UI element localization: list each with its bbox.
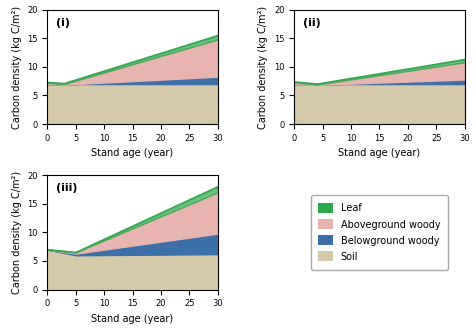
Y-axis label: Carbon density (kg C/m²): Carbon density (kg C/m²) — [258, 5, 268, 129]
Legend: Leaf, Aboveground woody, Belowground woody, Soil: Leaf, Aboveground woody, Belowground woo… — [310, 195, 448, 269]
X-axis label: Stand age (year): Stand age (year) — [338, 148, 420, 158]
Text: (ii): (ii) — [303, 18, 320, 28]
Text: (i): (i) — [56, 18, 70, 28]
Y-axis label: Carbon density (kg C/m²): Carbon density (kg C/m²) — [12, 5, 22, 129]
Text: (iii): (iii) — [56, 183, 77, 193]
X-axis label: Stand age (year): Stand age (year) — [91, 314, 173, 324]
Y-axis label: Carbon density (kg C/m²): Carbon density (kg C/m²) — [12, 171, 22, 294]
X-axis label: Stand age (year): Stand age (year) — [91, 148, 173, 158]
